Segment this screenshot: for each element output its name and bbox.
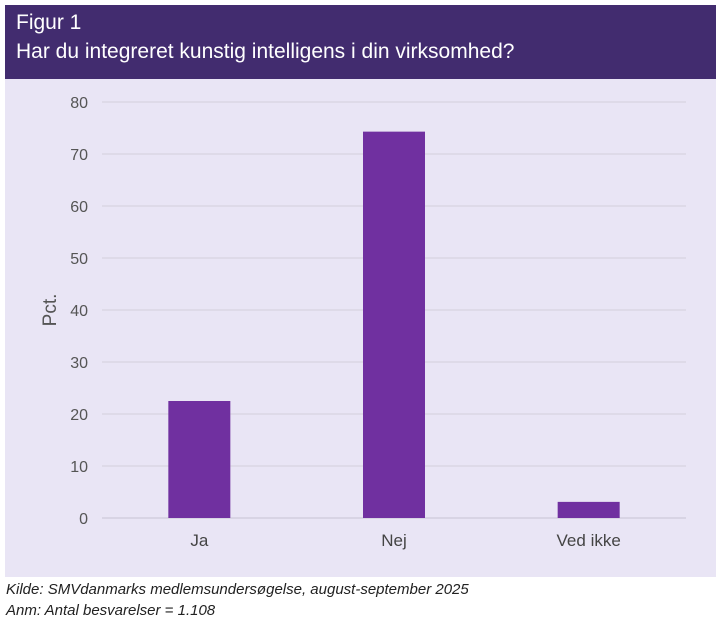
y-axis-label: Pct. — [40, 294, 61, 327]
y-tick-label: 30 — [70, 355, 88, 372]
x-tick-labels: Ja Nej Ved ikke — [190, 531, 620, 550]
bar-ved-ikke — [557, 501, 620, 518]
bars — [168, 131, 620, 518]
y-tick-label: 50 — [70, 251, 88, 268]
chart-title: Har du integreret kunstig intelligens i … — [16, 40, 515, 63]
bar-nej — [363, 131, 425, 518]
y-tick-label: 10 — [70, 459, 88, 476]
x-tick-label: Nej — [381, 531, 407, 550]
responses-note: Anm: Antal besvarelser = 1.108 — [6, 602, 216, 619]
x-tick-label: Ved ikke — [557, 531, 621, 550]
y-tick-label: 20 — [70, 407, 88, 424]
y-tick-label: 80 — [70, 95, 88, 112]
y-tick-labels: 0 10 20 30 40 50 60 70 80 — [70, 95, 88, 528]
figure-header: Figur 1 Har du integreret kunstig intell… — [5, 5, 716, 79]
source-note: Kilde: SMVdanmarks medlemsundersøgelse, … — [6, 581, 469, 598]
bar-ja — [168, 401, 231, 518]
y-tick-label: 0 — [79, 511, 88, 528]
y-tick-label: 40 — [70, 303, 88, 320]
y-tick-label: 70 — [70, 147, 88, 164]
x-tick-label: Ja — [190, 531, 209, 550]
figure-label: Figur 1 — [16, 11, 82, 34]
y-tick-label: 60 — [70, 199, 88, 216]
chart-panel — [5, 79, 716, 577]
